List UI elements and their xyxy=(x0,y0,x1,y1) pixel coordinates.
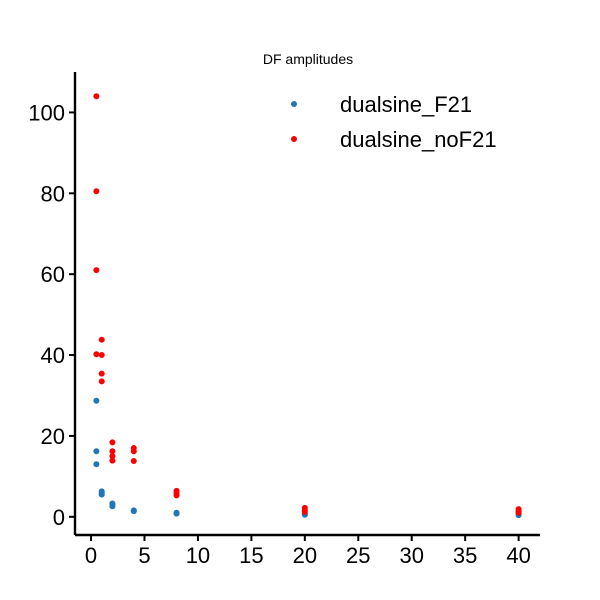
x-tick-label: 0 xyxy=(85,543,97,568)
data-point-dualsine_noF21 xyxy=(109,439,116,446)
data-point-dualsine_F21 xyxy=(93,448,100,455)
data-point-dualsine_noF21 xyxy=(98,352,105,359)
legend-label-dualsine_F21: dualsine_F21 xyxy=(340,92,472,117)
data-points xyxy=(93,93,522,519)
data-point-dualsine_F21 xyxy=(173,510,180,517)
data-point-dualsine_noF21 xyxy=(93,93,100,100)
data-point-dualsine_noF21 xyxy=(93,351,100,358)
x-tick-label: 25 xyxy=(346,543,370,568)
data-point-dualsine_noF21 xyxy=(93,188,100,195)
data-point-dualsine_noF21 xyxy=(109,453,116,460)
x-tick-label: 40 xyxy=(506,543,530,568)
data-point-dualsine_F21 xyxy=(98,491,105,498)
data-point-dualsine_noF21 xyxy=(98,378,105,385)
y-tick-label: 0 xyxy=(53,505,65,530)
axes: 0 5 10 15 20 25 30 35 40 0 20 40 60 80 100 xyxy=(28,72,540,568)
data-point-dualsine_noF21 xyxy=(301,508,308,515)
legend-marker-dualsine_noF21 xyxy=(291,136,297,142)
x-tick-label: 20 xyxy=(293,543,317,568)
data-point-dualsine_F21 xyxy=(109,503,116,510)
data-point-dualsine_noF21 xyxy=(130,448,137,455)
data-point-dualsine_noF21 xyxy=(173,492,180,499)
chart-title: DF amplitudes xyxy=(263,51,353,67)
x-tick-label: 35 xyxy=(453,543,477,568)
y-tick-label: 60 xyxy=(41,262,65,287)
legend-marker-dualsine_F21 xyxy=(291,101,297,107)
data-point-dualsine_noF21 xyxy=(98,336,105,343)
data-point-dualsine_F21 xyxy=(93,397,100,404)
data-point-dualsine_noF21 xyxy=(109,448,116,455)
data-point-dualsine_noF21 xyxy=(93,267,100,274)
x-tick-label: 5 xyxy=(138,543,150,568)
x-tick-label: 30 xyxy=(399,543,423,568)
data-point-dualsine_F21 xyxy=(93,461,100,468)
data-point-dualsine_noF21 xyxy=(130,458,137,465)
data-point-dualsine_noF21 xyxy=(98,370,105,377)
x-tick-label: 15 xyxy=(239,543,263,568)
data-point-dualsine_F21 xyxy=(130,508,137,515)
y-tick-label: 40 xyxy=(41,343,65,368)
data-point-dualsine_noF21 xyxy=(109,457,116,464)
legend-label-dualsine_noF21: dualsine_noF21 xyxy=(340,127,497,152)
legend: dualsine_F21 dualsine_noF21 xyxy=(291,92,497,152)
y-tick-label: 100 xyxy=(28,100,65,125)
y-tick-label: 80 xyxy=(41,181,65,206)
x-tick-label: 10 xyxy=(186,543,210,568)
data-point-dualsine_noF21 xyxy=(515,509,522,516)
y-tick-label: 20 xyxy=(41,424,65,449)
